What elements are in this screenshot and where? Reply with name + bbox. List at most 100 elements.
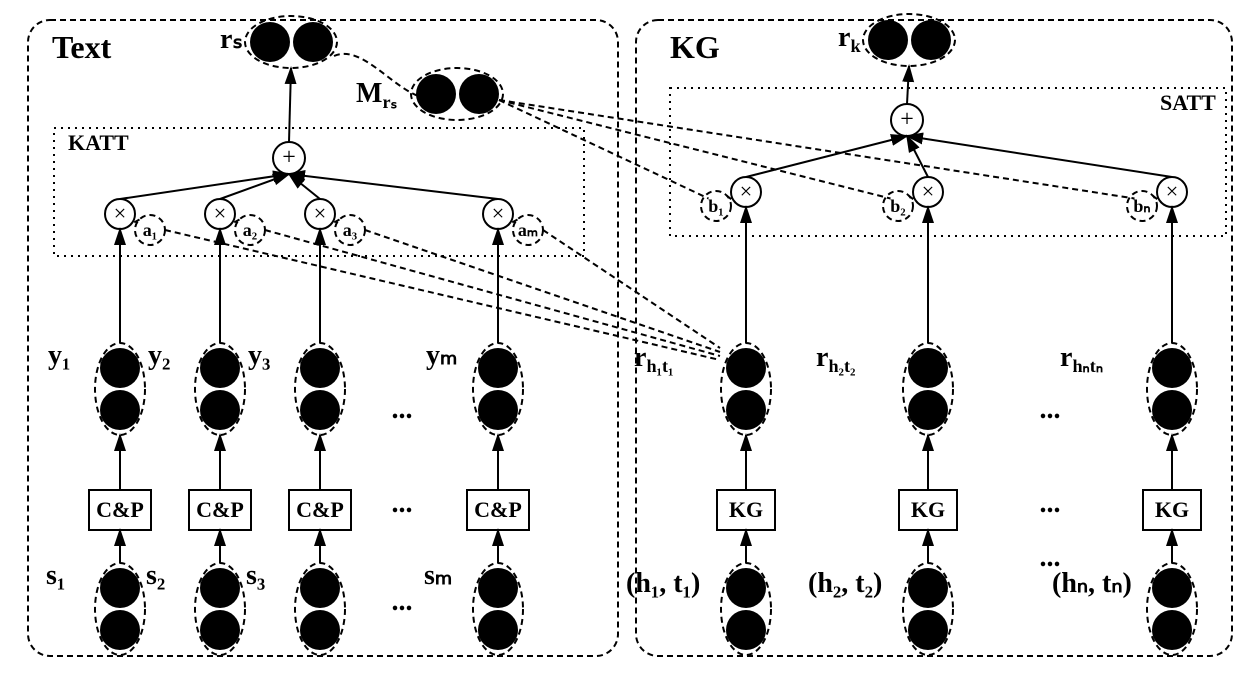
- diagram-element: [478, 568, 518, 608]
- diagram-element: [499, 100, 1135, 199]
- diagram-element: ...: [392, 394, 413, 425]
- diagram-element: (hₙ, tₙ): [1052, 568, 1132, 599]
- diagram-element: ×: [214, 200, 227, 225]
- diagram-element: [726, 610, 766, 650]
- diagram-element: C&P: [296, 497, 344, 522]
- diagram-element: [300, 348, 340, 388]
- diagram-element: [908, 348, 948, 388]
- diagram-element: [908, 390, 948, 430]
- diagram-element: s₃: [246, 560, 265, 591]
- diagram-element: [265, 230, 720, 356]
- diagram-element: k: [850, 36, 861, 56]
- diagram-element: y₃: [248, 340, 270, 371]
- diagram-element: [911, 20, 951, 60]
- diagram-element: [300, 568, 340, 608]
- right-panel: [636, 20, 1232, 656]
- mrs-label: Mrₛ: [356, 78, 398, 112]
- diagram-element: [100, 390, 140, 430]
- diagram-element: [726, 348, 766, 388]
- diagram-element: a₃: [343, 220, 358, 240]
- diagram-element: [200, 390, 240, 430]
- diagram-element: [1152, 568, 1192, 608]
- diagram-element: [200, 568, 240, 608]
- diagram-element: +: [900, 107, 914, 133]
- diagram-element: h₁t₁: [646, 356, 673, 376]
- diagram-element: ×: [314, 200, 327, 225]
- diagram-element: aₘ: [518, 220, 538, 240]
- diagram-element: KG: [1155, 497, 1189, 522]
- left-title: Text: [52, 29, 112, 65]
- diagram-element: [416, 74, 456, 114]
- diagram-element: [908, 568, 948, 608]
- diagram-element: (h₂, t₂): [808, 568, 882, 599]
- diagram-element: [499, 100, 891, 199]
- diagram-element: bₙ: [1133, 196, 1150, 216]
- diagram-element: ...: [392, 586, 413, 617]
- diagram-element: [120, 174, 289, 199]
- diagram-element: [459, 74, 499, 114]
- diagram-element: a₁: [143, 220, 157, 240]
- diagram-element: ...: [1040, 488, 1061, 519]
- diagram-element: [100, 568, 140, 608]
- diagram-element: rₛ: [382, 92, 397, 112]
- diagram-element: KG: [911, 497, 945, 522]
- diagram-element: [1152, 348, 1192, 388]
- rk-label: rk: [838, 22, 861, 56]
- diagram-element: sₘ: [424, 560, 452, 591]
- diagram-element: [289, 174, 498, 199]
- diagram-element: [908, 610, 948, 650]
- diagram-element: a₂: [243, 220, 257, 240]
- diagram-element: C&P: [196, 497, 244, 522]
- diagram-element: y₁: [48, 340, 70, 371]
- diagram-element: y₂: [148, 340, 170, 371]
- diagram-element: ...: [1040, 542, 1061, 573]
- diagram-element: ...: [1040, 394, 1061, 425]
- diagram-element: [200, 348, 240, 388]
- diagram-element: [478, 390, 518, 430]
- diagram-element: [200, 610, 240, 650]
- diagram-element: s₂: [146, 560, 165, 591]
- diagram-element: [100, 610, 140, 650]
- diagram-element: [1152, 610, 1192, 650]
- diagram-element: [300, 610, 340, 650]
- right-title: KG: [670, 29, 720, 65]
- diagram-element: [478, 348, 518, 388]
- diagram-element: [726, 390, 766, 430]
- diagram-element: [293, 22, 333, 62]
- diagram-element: ×: [114, 200, 127, 225]
- diagram-element: +: [282, 145, 296, 171]
- rs-label: rₛ: [220, 24, 243, 55]
- diagram-element: rhₙtₙ: [1060, 342, 1103, 376]
- diagram-element: b₂: [890, 196, 905, 216]
- diagram-element: [100, 348, 140, 388]
- diagram-element: [289, 68, 291, 142]
- diagram-element: b₁: [708, 196, 723, 216]
- diagram-element: [250, 22, 290, 62]
- diagram-element: h₂t₂: [828, 356, 855, 376]
- diagram-element: [907, 136, 928, 177]
- satt-label: SATT: [1160, 90, 1216, 115]
- diagram-element: [478, 610, 518, 650]
- diagram-element: [499, 100, 709, 199]
- diagram-element: C&P: [96, 497, 144, 522]
- katt-label: KATT: [68, 130, 129, 155]
- diagram-element: [1152, 390, 1192, 430]
- diagram-element: ×: [1166, 178, 1179, 203]
- diagram-element: hₙtₙ: [1072, 356, 1103, 376]
- diagram-element: (h₁, t₁): [626, 568, 700, 599]
- diagram-element: [220, 174, 289, 199]
- diagram-element: ×: [492, 200, 505, 225]
- diagram-element: ×: [740, 178, 753, 203]
- diagram-element: rh₁t₁: [634, 342, 674, 376]
- diagram-element: KG: [729, 497, 763, 522]
- diagram-element: [300, 390, 340, 430]
- diagram-element: C&P: [474, 497, 522, 522]
- diagram-element: ...: [392, 488, 413, 519]
- diagram-element: yₘ: [426, 340, 457, 371]
- diagram-element: ×: [922, 178, 935, 203]
- diagram-element: s₁: [46, 560, 65, 591]
- diagram-element: rh₂t₂: [816, 342, 856, 376]
- diagram-element: [726, 568, 766, 608]
- diagram-element: [543, 230, 720, 348]
- diagram-element: [907, 136, 1172, 177]
